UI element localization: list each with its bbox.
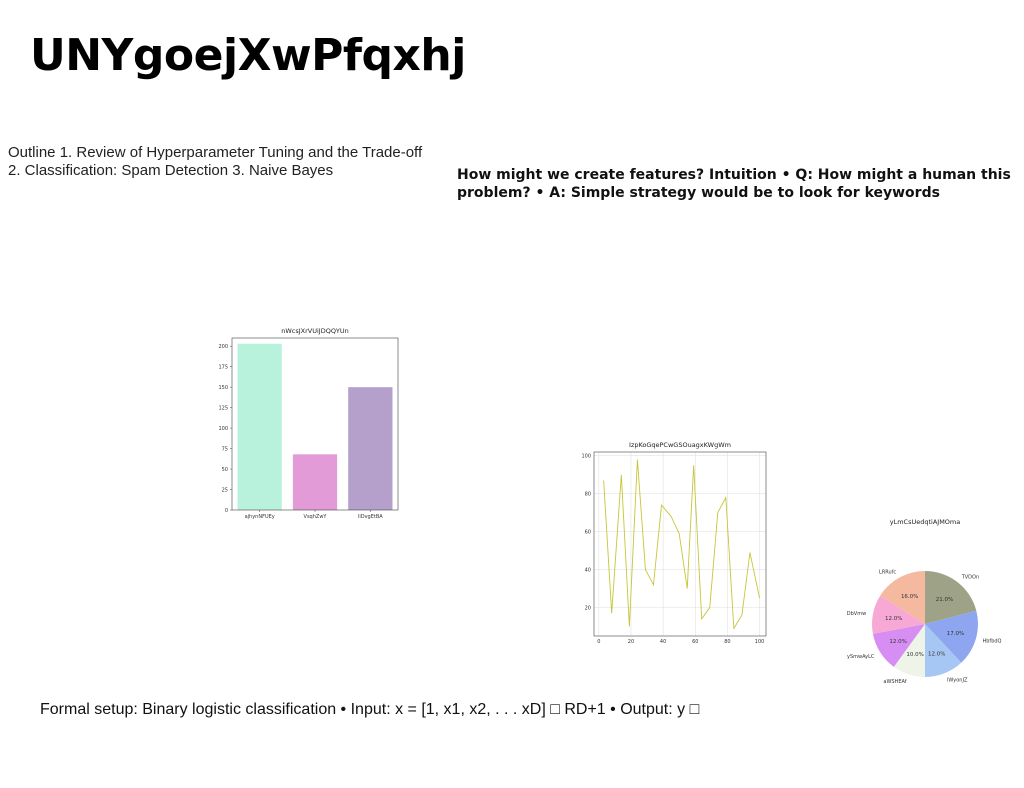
line-x-tick-label: 40 <box>660 639 666 645</box>
bar-y-tick-label: 0 <box>225 508 228 514</box>
bar-chart-title: nWcsJXrVUiJDQQYUn <box>281 327 349 335</box>
bar-VsqhZwY <box>292 454 338 510</box>
slide-title: UNYgoejXwPfqxhj <box>30 30 466 81</box>
bar-y-tick-label: 150 <box>218 385 228 391</box>
outline-text: Outline 1. Review of Hyperparameter Tuni… <box>8 144 423 179</box>
pie-category-label: HbfbdQ <box>983 639 1002 645</box>
pie-slice-aWSHEAf <box>893 624 925 677</box>
line-x-tick-label: 20 <box>628 639 634 645</box>
pie-category-label: DbVmw <box>847 611 866 617</box>
pie-chart-title: yLmCsUedqtiAJMOma <box>890 518 961 526</box>
bar-plot-frame <box>231 337 399 511</box>
bar-chart-svg: nWcsJXrVUiJDQQYUn 0 25 50 75 100 125 150 175 200 a… <box>218 327 399 520</box>
line-series <box>603 459 761 630</box>
line-chart-title: IzpKoGqePCwGSOuagxKWgWm <box>629 441 731 449</box>
line-plot-frame <box>593 451 767 637</box>
pie-pct-label: 10.0% <box>906 652 923 658</box>
bar-y-tick-label: 50 <box>222 467 228 473</box>
line-y-tick-label: 40 <box>585 567 591 573</box>
bar-x-tick-label: liDvgEtBA <box>358 514 383 520</box>
bar-y-tick-label: 75 <box>222 446 228 452</box>
intuition-text: How might we create features? Intuition … <box>457 167 1011 201</box>
bar-y-tick-label: 200 <box>218 344 228 350</box>
pie-category-label: ySmwAyLC <box>847 654 875 660</box>
pie-pct-label: 17.0% <box>947 631 964 637</box>
bar-liDvgEtBA <box>348 387 393 510</box>
pie-category-label: lWyonJZ <box>947 678 968 684</box>
pie-pct-label: 16.0% <box>901 594 918 600</box>
pie-category-label: TVDOn <box>961 575 979 581</box>
pie-slice-DbVmw <box>872 595 925 634</box>
pie-slice-lWyonJZ <box>925 624 962 677</box>
pie-chart: yLmCsUedqtiAJMOma 21.0% TVDOn 17.0% HbfbdQ 12… <box>846 512 1006 722</box>
pie-chart-svg: yLmCsUedqtiAJMOma 21.0% TVDOn 17.0% HbfbdQ 12… <box>847 518 1002 685</box>
bar-y-tick-label: 25 <box>222 487 228 493</box>
line-chart-svg: IzpKoGqePCwGSOuagxKWgWm 20 40 60 80 100 0 20 40 6… <box>581 441 767 645</box>
line-x-tick-label: 80 <box>724 639 730 645</box>
pie-pct-label: 12.0% <box>928 652 945 658</box>
pie-pct-label: 12.0% <box>889 639 906 645</box>
line-x-tick-label: 0 <box>597 639 600 645</box>
pie-slice-ySmwAyLC <box>872 624 925 667</box>
line-x-tick-label: 60 <box>692 639 698 645</box>
line-y-tick-label: 20 <box>585 605 591 611</box>
line-y-tick-label: 80 <box>585 492 591 498</box>
line-y-tick-label: 60 <box>585 529 591 535</box>
bar-y-tick-label: 175 <box>218 364 228 370</box>
pie-category-label: aWSHEAf <box>883 679 906 685</box>
formal-setup-text: Formal setup: Binary logistic classifica… <box>40 701 700 718</box>
pie-category-label: LRRufc <box>879 570 896 576</box>
line-y-tick-label: 100 <box>581 454 591 460</box>
pie-slice-HbfbdQ <box>925 610 978 663</box>
bar-ajhynNFUEy <box>237 343 282 510</box>
bar-y-tick-label: 125 <box>218 405 228 411</box>
pie-pct-label: 12.0% <box>885 616 902 622</box>
bar-chart: nWcsJXrVUiJDQQYUn 0 25 50 75 100 125 150 175 200 a… <box>210 324 410 524</box>
bar-x-tick-label: ajhynNFUEy <box>245 514 275 520</box>
line-x-tick-label: 100 <box>755 639 765 645</box>
bar-y-tick-label: 100 <box>218 426 228 432</box>
pie-pct-label: 21.0% <box>936 597 953 603</box>
pie-slice-LRRufc <box>880 571 925 624</box>
pie-slice-TVDOn <box>925 571 977 624</box>
bar-x-tick-label: VsqhZwY <box>304 514 328 520</box>
line-chart: IzpKoGqePCwGSOuagxKWgWm 20 40 60 80 100 0 20 40 6… <box>576 438 776 650</box>
